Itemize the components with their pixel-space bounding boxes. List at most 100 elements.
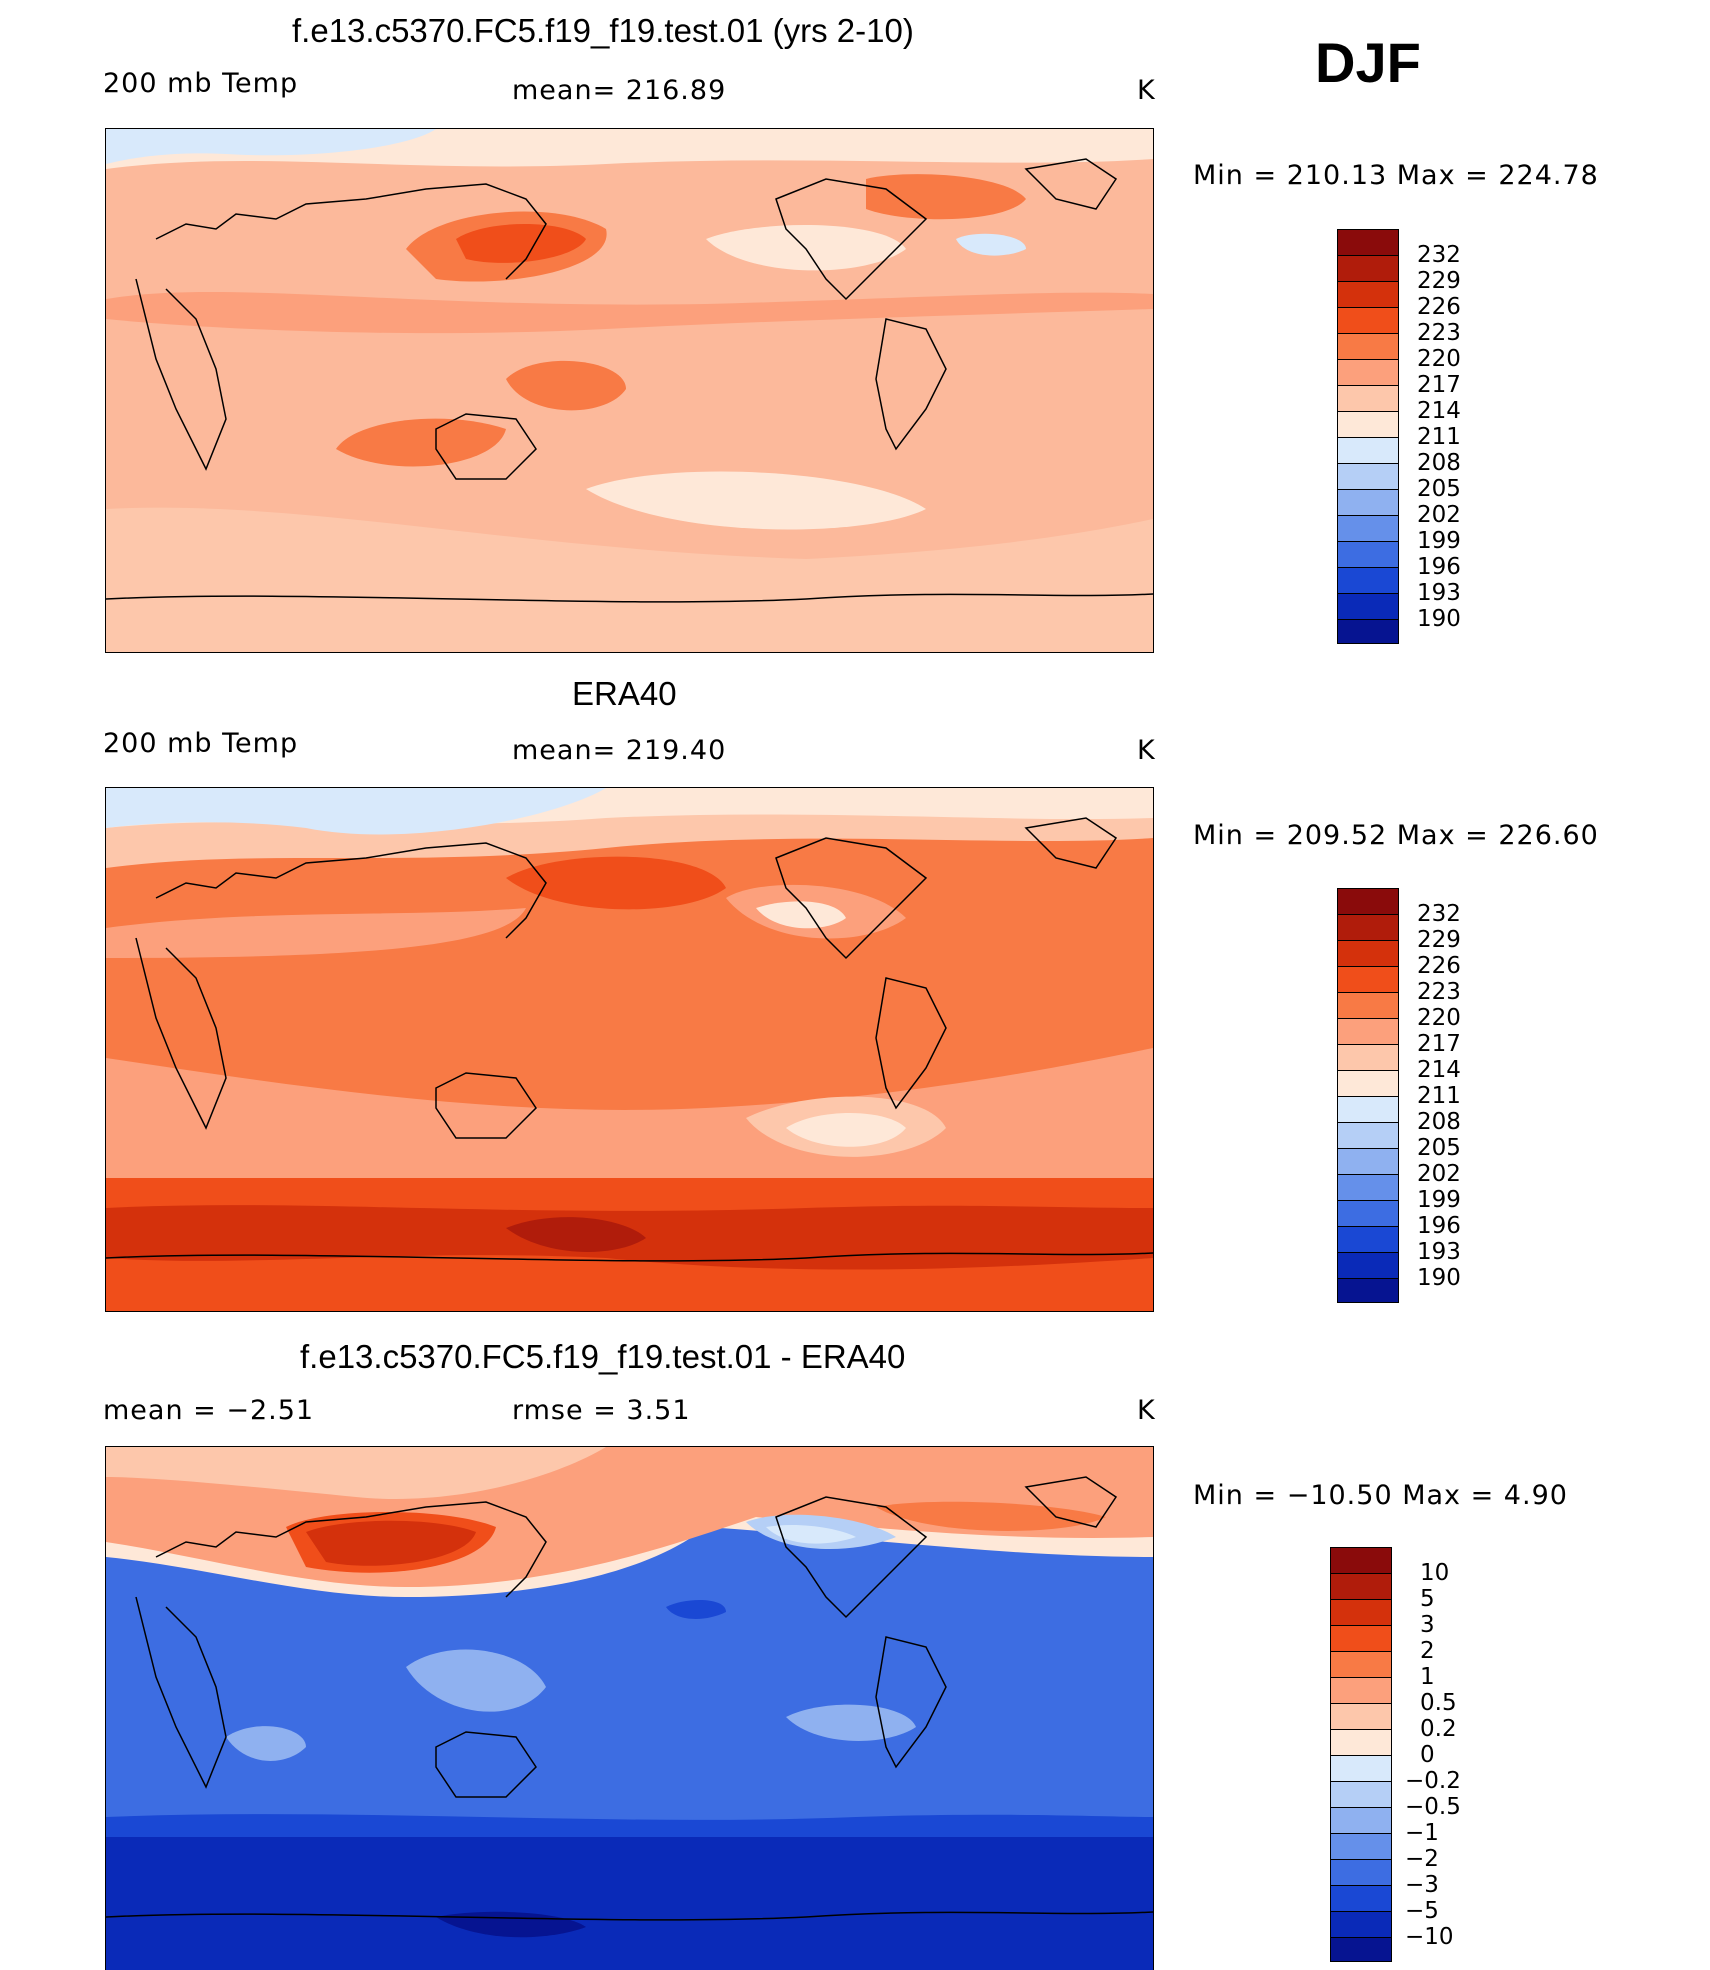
colorbar-tick-label: 211 (1417, 1083, 1461, 1109)
colorbar-swatch (1330, 1885, 1392, 1912)
colorbar-swatch (1337, 1226, 1399, 1253)
colorbar-swatch (1330, 1729, 1392, 1756)
colorbar-tick-label: 232 (1417, 242, 1461, 268)
season-title: DJF (1315, 31, 1421, 94)
colorbar-tick-label: 217 (1417, 372, 1461, 398)
colorbar-swatch (1337, 1252, 1399, 1279)
colorbar-swatch (1337, 1070, 1399, 1097)
colorbar-swatch (1330, 1547, 1392, 1574)
colorbar-tick-label: 214 (1417, 1057, 1461, 1083)
colorbar-swatch (1330, 1833, 1392, 1860)
colorbar-tick-label: 193 (1417, 580, 1461, 606)
colorbar-swatch (1337, 966, 1399, 993)
colorbar-swatch (1337, 992, 1399, 1019)
variable-label: 200 mb Temp (103, 68, 299, 99)
variable-label: 200 mb Temp (103, 728, 299, 759)
colorbar-swatch (1330, 1651, 1392, 1678)
colorbar-swatch (1337, 619, 1399, 644)
colorbar-tick-label: 199 (1417, 528, 1461, 554)
colorbar-swatch (1337, 940, 1399, 967)
colorbar-swatch (1337, 567, 1399, 594)
colorbar-swatch (1330, 1625, 1392, 1652)
colorbar-tick-label: 205 (1417, 1135, 1461, 1161)
colorbar-tick-label: 190 (1417, 606, 1461, 632)
map-panel-difference (105, 1446, 1154, 1970)
colorbar-tick-label: −1 (1405, 1820, 1439, 1846)
colorbar-tick-label: 196 (1417, 554, 1461, 580)
colorbar-swatch (1337, 1278, 1399, 1303)
colorbar-swatch (1337, 307, 1399, 334)
colorbar-swatch (1337, 229, 1399, 256)
colorbar-swatch (1337, 888, 1399, 915)
colorbar-tick-label: 214 (1417, 398, 1461, 424)
colorbar-tick-label: −10 (1405, 1924, 1454, 1950)
panel-title: f.e13.c5370.FC5.f19_f19.test.01 (yrs 2-1… (292, 12, 914, 49)
colorbar-tick-label: 0.5 (1420, 1690, 1457, 1716)
colorbar-tick-label: 202 (1417, 502, 1461, 528)
colorbar-swatch (1330, 1937, 1392, 1962)
map-panel-model (105, 128, 1154, 653)
colorbar-tick-label: 190 (1417, 1265, 1461, 1291)
colorbar-swatch (1330, 1703, 1392, 1730)
colorbar-tick-label: 229 (1417, 268, 1461, 294)
colorbar-swatch (1330, 1859, 1392, 1886)
colorbar-swatch (1337, 1044, 1399, 1071)
colorbar-tick-label: 211 (1417, 424, 1461, 450)
min-max-label: Min = 210.13 Max = 224.78 (1193, 160, 1599, 191)
colorbar-swatch (1337, 1200, 1399, 1227)
colorbar-difference: 10 5 3 2 1 0.5 0.2 0 −0.2 −0.5 −1 −2 −3 … (1330, 1547, 1610, 1962)
min-max-label: Min = 209.52 Max = 226.60 (1193, 820, 1599, 851)
colorbar-era40: 232 229 226 223 220 217 214 211 208 205 … (1337, 888, 1607, 1303)
colorbar-tick-label: 202 (1417, 1161, 1461, 1187)
colorbar-tick-label: −0.5 (1405, 1794, 1461, 1820)
colorbar-tick-label: 1 (1420, 1664, 1435, 1690)
colorbar-tick-label: 205 (1417, 476, 1461, 502)
units-label: K (1137, 735, 1156, 766)
colorbar-tick-label: 220 (1417, 346, 1461, 372)
colorbar-tick-label: 196 (1417, 1213, 1461, 1239)
colorbar-swatch (1330, 1573, 1392, 1600)
colorbar-swatch (1337, 333, 1399, 360)
colorbar-swatch (1337, 463, 1399, 490)
colorbar-swatch (1337, 437, 1399, 464)
colorbar-tick-label: 5 (1420, 1586, 1435, 1612)
colorbar-swatch (1330, 1677, 1392, 1704)
colorbar-tick-label: 3 (1420, 1612, 1435, 1638)
colorbar-tick-label: 229 (1417, 927, 1461, 953)
colorbar-tick-label: −2 (1405, 1846, 1439, 1872)
colorbar-tick-label: −5 (1405, 1898, 1439, 1924)
colorbar-tick-label: 208 (1417, 1109, 1461, 1135)
colorbar-swatch (1337, 1148, 1399, 1175)
min-max-label: Min = −10.50 Max = 4.90 (1193, 1480, 1568, 1511)
colorbar-tick-label: 10 (1420, 1560, 1450, 1586)
colorbar-swatch (1337, 541, 1399, 568)
units-label: K (1137, 75, 1156, 106)
colorbar-swatch (1330, 1807, 1392, 1834)
colorbar-tick-label: −0.2 (1405, 1768, 1461, 1794)
colorbar-swatch (1337, 1096, 1399, 1123)
colorbar-tick-label: 226 (1417, 294, 1461, 320)
colorbar-swatch (1330, 1599, 1392, 1626)
map-panel-era40 (105, 787, 1154, 1312)
units-label: K (1137, 1395, 1156, 1426)
colorbar-swatch (1337, 411, 1399, 438)
colorbar-model: 232 229 226 223 220 217 214 211 208 205 … (1337, 229, 1607, 644)
colorbar-tick-label: 0 (1420, 1742, 1435, 1768)
colorbar-swatch (1330, 1781, 1392, 1808)
colorbar-swatch (1330, 1755, 1392, 1782)
mean-label: mean = −2.51 (103, 1395, 315, 1426)
colorbar-swatch (1337, 1174, 1399, 1201)
colorbar-swatch (1337, 255, 1399, 282)
colorbar-swatch (1337, 593, 1399, 620)
rmse-label: rmse = 3.51 (512, 1395, 691, 1426)
colorbar-swatch (1337, 281, 1399, 308)
colorbar-tick-label: 226 (1417, 953, 1461, 979)
mean-label: mean= 216.89 (512, 75, 727, 106)
colorbar-swatch (1330, 1911, 1392, 1938)
colorbar-tick-label: −3 (1405, 1872, 1439, 1898)
colorbar-swatch (1337, 914, 1399, 941)
colorbar-swatch (1337, 515, 1399, 542)
colorbar-tick-label: 223 (1417, 320, 1461, 346)
colorbar-tick-label: 208 (1417, 450, 1461, 476)
colorbar-swatch (1337, 385, 1399, 412)
